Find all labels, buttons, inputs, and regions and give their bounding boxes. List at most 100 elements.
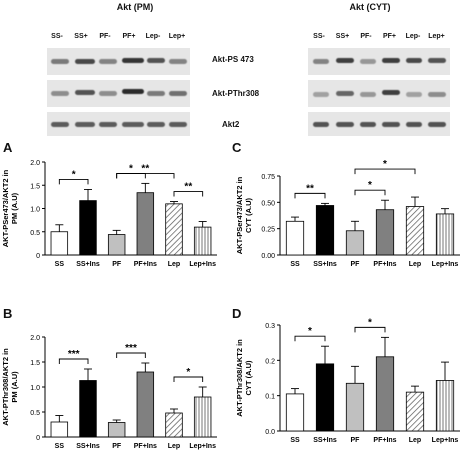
lane-label: SS+	[335, 33, 350, 40]
panel-letter-d: D	[232, 306, 242, 321]
panel-letter-c: C	[232, 140, 242, 155]
band	[147, 122, 165, 127]
x-tick-label: Lep+Ins	[432, 261, 459, 268]
panel-letter-a: A	[3, 140, 13, 155]
band	[336, 91, 354, 96]
significance-label: *	[308, 326, 312, 337]
y-axis-label: AKT-PSer473/AKT2 inPM (A.U)	[1, 169, 19, 247]
bar	[165, 412, 183, 438]
significance-label: *	[368, 317, 372, 328]
significance-bracket	[354, 168, 416, 175]
band	[75, 122, 95, 127]
bar	[165, 203, 183, 256]
band	[169, 91, 187, 96]
band	[51, 122, 69, 127]
bar	[79, 200, 97, 256]
y-tick-label: 0	[36, 435, 40, 442]
bar	[136, 371, 155, 438]
significance-bracket	[354, 326, 386, 333]
row-label-akt2: Akt2	[222, 120, 240, 129]
y-tick-label: 0.0	[265, 429, 275, 436]
y-tick-label: 0.00	[261, 253, 275, 260]
significance-label: **	[141, 164, 149, 175]
significance-bracket	[173, 191, 204, 197]
x-tick-label: PF+Ins	[373, 261, 396, 268]
bar	[315, 205, 335, 256]
y-tick-label: 1.5	[30, 360, 40, 367]
bar	[405, 391, 425, 432]
x-tick-label: SS+Ins	[76, 443, 100, 450]
band	[382, 58, 400, 63]
x-tick-label: Lep	[409, 437, 421, 444]
bar	[50, 421, 69, 438]
significance-bracket	[58, 178, 89, 185]
x-tick-label: SS+Ins	[313, 261, 337, 268]
band	[313, 59, 329, 64]
blot-title-pm: Akt (PM)	[116, 2, 154, 12]
panel-letter-b: B	[3, 306, 13, 321]
band	[406, 92, 422, 97]
band	[360, 59, 376, 64]
lane-label: PF+	[122, 33, 136, 40]
blot-pm-ps473	[47, 48, 190, 75]
significance-label: *	[186, 367, 190, 378]
significance-bracket	[294, 192, 326, 199]
lane-label: PF-	[99, 33, 111, 40]
blot-pm-akt2	[47, 112, 190, 136]
significance-bracket	[294, 335, 326, 342]
y-tick-label: 0.25	[261, 227, 275, 234]
x-tick-label: PF+Ins	[134, 261, 157, 268]
band	[336, 122, 354, 127]
y-tick-label: 0.5	[30, 230, 40, 237]
x-tick-label: PF	[351, 437, 361, 444]
significance-label: *	[72, 169, 76, 180]
band	[122, 89, 144, 94]
band	[313, 122, 329, 127]
row-label-pthr308: Akt-PThr308	[212, 89, 260, 98]
row-label-ps473: Akt-PS 473	[212, 55, 254, 64]
y-axis-label: AKT-PThr308/AKT2 inCYT (A.U)	[235, 339, 253, 417]
band	[382, 122, 400, 127]
x-tick-label: SS+Ins	[313, 437, 337, 444]
significance-bracket	[58, 358, 89, 364]
band	[99, 59, 117, 64]
band	[428, 92, 446, 97]
lane-label: Lep+	[428, 33, 445, 40]
bar	[193, 226, 212, 256]
band	[169, 59, 187, 64]
blot-cyt-ps473	[308, 48, 450, 75]
blot-cyt-akt2	[308, 112, 450, 136]
band	[99, 122, 117, 127]
band	[313, 92, 329, 97]
band	[428, 122, 446, 127]
bar	[435, 380, 455, 432]
band	[75, 90, 95, 95]
bar	[435, 213, 455, 256]
lane-label: SS-	[313, 33, 325, 40]
bar	[345, 230, 365, 256]
bar	[136, 192, 155, 256]
significance-label: *	[129, 163, 133, 174]
significance-bracket	[354, 189, 386, 196]
significance-label: **	[306, 183, 314, 194]
x-tick-label: Lep+Ins	[432, 437, 459, 444]
chart-panel-a: 0 0.5 1.0 1.5 2.0 AKT-PSer473/AKT2 inPM (A.U)…	[1, 160, 217, 268]
band	[147, 91, 165, 96]
x-tick-label: Lep	[168, 261, 180, 268]
band	[428, 58, 446, 63]
bar	[79, 380, 97, 438]
band	[360, 122, 376, 127]
bar	[375, 356, 395, 432]
band	[51, 59, 69, 64]
significance-label: *	[368, 180, 372, 191]
bar	[375, 209, 395, 256]
y-tick-label: 0.75	[261, 174, 275, 181]
y-tick-label: 1.5	[30, 183, 40, 190]
bar	[107, 234, 126, 256]
bar	[345, 382, 365, 432]
x-tick-label: SS	[290, 261, 300, 268]
bar	[107, 422, 126, 438]
blot-cyt-pthr308	[308, 80, 450, 107]
bar	[285, 220, 305, 256]
x-tick-label: PF	[112, 443, 122, 450]
